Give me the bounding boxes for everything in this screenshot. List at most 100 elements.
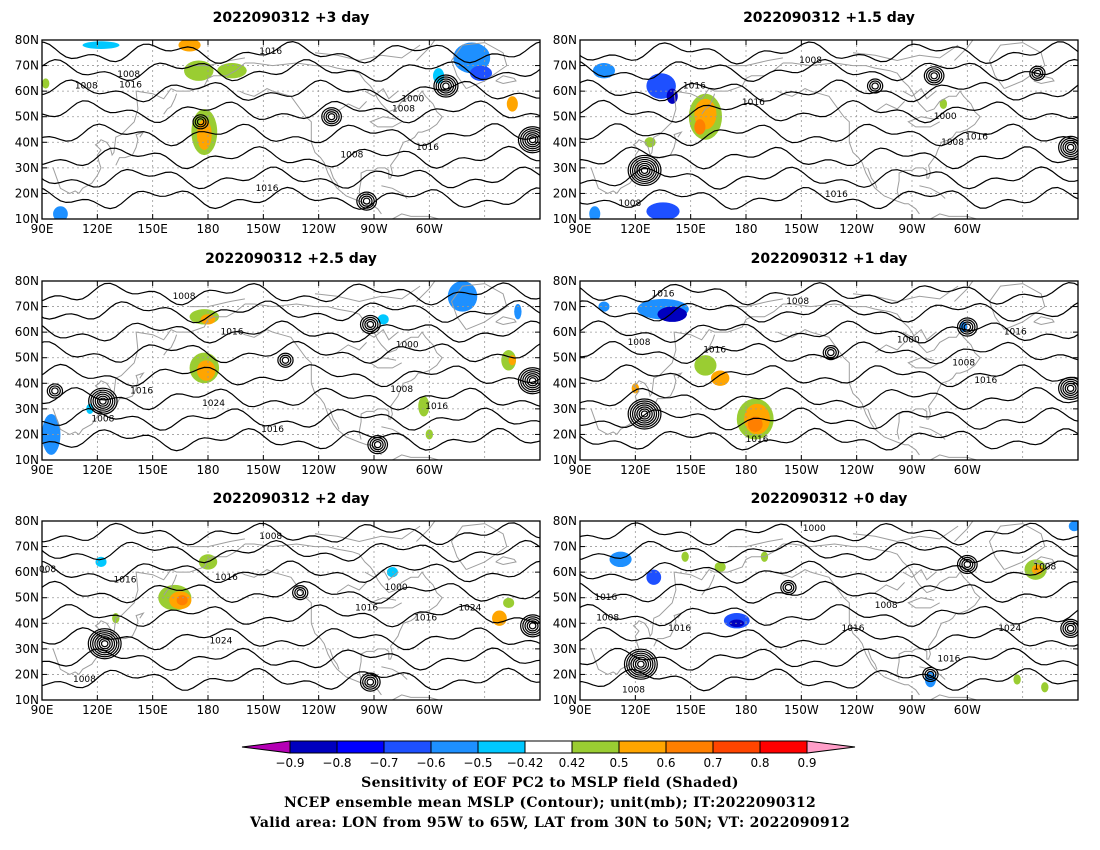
lat-tick-label: 40N (553, 135, 577, 149)
contour-label: 1024 (202, 399, 225, 409)
lat-tick-label: 40N (553, 616, 577, 630)
colorbar-segment (665, 740, 714, 754)
sensitivity-shade (939, 98, 948, 110)
lat-tick-label: 60N (15, 325, 39, 339)
lat-tick-label: 60N (15, 565, 39, 579)
colorbar-level-label: −0.7 (369, 756, 398, 770)
lon-tick-label: 60W (416, 703, 443, 717)
contour-label: 1016 (259, 47, 282, 57)
lat-tick-label: 20N (15, 427, 39, 441)
lat-tick-label: 30N (15, 161, 39, 175)
sensitivity-shade (589, 206, 601, 219)
map-background (42, 40, 540, 219)
contour-label: 1016 (965, 133, 988, 143)
colorbar-segment (383, 740, 432, 754)
pressure-center (292, 584, 309, 601)
lat-tick-label: 40N (15, 616, 39, 630)
lon-tick-label: 150E (137, 703, 168, 717)
contour-label: 1000 (934, 112, 957, 122)
pressure-center (517, 367, 540, 395)
sensitivity-shade (425, 429, 434, 440)
pressure-center (956, 317, 978, 337)
lat-tick-label: 30N (553, 642, 577, 656)
map-frame (579, 280, 1079, 461)
lon-tick-label: 150E (675, 463, 706, 477)
lon-tick-label: 150W (246, 463, 281, 477)
lat-tick-label: 80N (553, 33, 577, 47)
pressure-center (321, 107, 342, 127)
pressure-center (359, 672, 381, 692)
sensitivity-shade (196, 119, 212, 150)
lat-tick-label: 80N (553, 274, 577, 288)
colorbar-segment (289, 740, 338, 754)
panel-title: 2022090312 +1.5 day (743, 10, 915, 26)
lat-tick-label: 50N (15, 110, 39, 124)
lon-tick-label: 180 (197, 703, 220, 717)
lon-tick-label: 120E (82, 703, 113, 717)
contour-label: 1000 (385, 583, 408, 593)
lat-tick-label: 20N (553, 186, 577, 200)
contour-label: 1000 (396, 340, 419, 350)
isobar-contours (42, 282, 540, 455)
grid-lines (580, 40, 1078, 219)
pressure-center (367, 435, 389, 455)
map-frame (41, 39, 541, 220)
lon-tick-label: 90W (360, 222, 387, 236)
lat-tick-label: 10N (15, 693, 39, 707)
lon-tick-label: 90E (31, 703, 54, 717)
colorbar-high-extend (806, 740, 856, 754)
lon-tick-label: 120W (301, 703, 336, 717)
lat-tick-label: 40N (15, 135, 39, 149)
contour-label: 1008 (875, 601, 898, 611)
colorbar-level-label: −0.6 (416, 756, 445, 770)
pressure-center (88, 387, 118, 415)
panel-title: 2022090312 +2.5 day (205, 251, 377, 267)
lat-tick-label: 80N (15, 514, 39, 528)
contour-label: 1016 (683, 82, 706, 92)
lat-tick-label: 70N (15, 59, 39, 73)
lon-tick-label: 180 (735, 703, 758, 717)
contour-label: 1000 (803, 524, 826, 534)
colorbar-level-label: −0.5 (463, 756, 492, 770)
contour-label: 1016 (974, 376, 997, 386)
lon-tick-label: 120E (620, 222, 651, 236)
contour-label: 1016 (355, 603, 378, 613)
contour-label: 1024 (209, 637, 232, 647)
lon-tick-label: 120W (301, 463, 336, 477)
map-panel: 1008 1016 1016 1000 1024 1016 1016 1024 1008 008 9… (15, 491, 541, 717)
sensitivity-shade (82, 41, 120, 49)
colorbar-level-label: −0.9 (275, 756, 304, 770)
contour-label: 1008 (75, 82, 98, 92)
sensitivity-shade (609, 551, 632, 568)
lon-tick-label: 180 (735, 463, 758, 477)
lat-tick-label: 40N (15, 376, 39, 390)
lon-tick-label: 180 (735, 222, 758, 236)
lon-tick-label: 120W (839, 222, 874, 236)
lon-tick-label: 120W (839, 703, 874, 717)
colorbar-segment (571, 740, 620, 754)
sensitivity-shade (196, 360, 216, 381)
sensitivity-shade (681, 551, 689, 562)
pressure-center (627, 154, 662, 187)
contour-label: 1008 (340, 151, 363, 161)
contour-label: 1008 (91, 415, 114, 425)
sensitivity-shade (53, 206, 68, 219)
contour-label: 1008 (596, 614, 619, 624)
sensitivity-shade (646, 569, 662, 585)
sensitivity-shade (1013, 674, 1021, 685)
colorbar-segment (524, 740, 573, 754)
contour-label: 1016 (703, 346, 726, 356)
lon-tick-label: 60W (954, 703, 981, 717)
lon-tick-label: 120W (301, 222, 336, 236)
lat-tick-label: 30N (15, 642, 39, 656)
colorbar-segment (618, 740, 667, 754)
contour-label: 1008 (628, 338, 651, 348)
contour-label: 1016 (416, 143, 439, 153)
contour-label: 1016 (261, 425, 284, 435)
lat-tick-label: 60N (553, 84, 577, 98)
